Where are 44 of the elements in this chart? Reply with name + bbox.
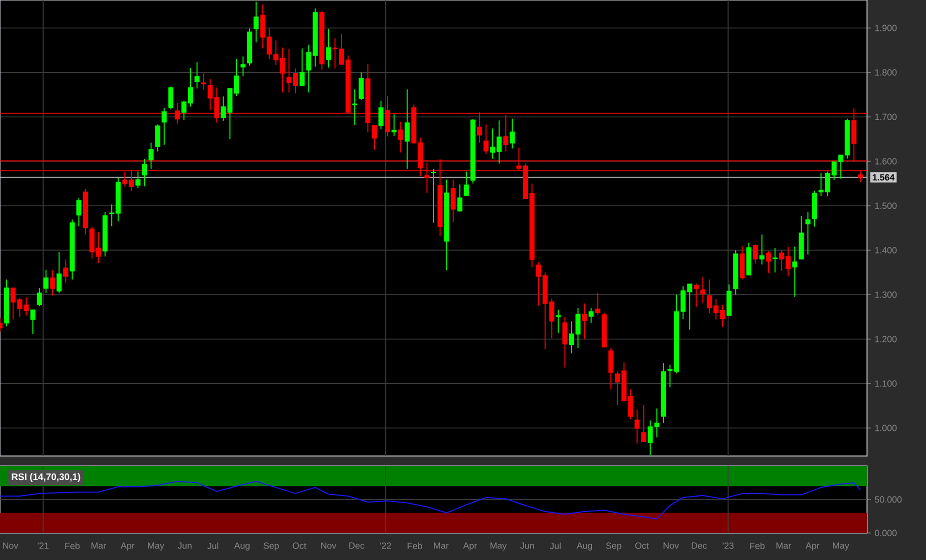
x-tick-label: Jul (550, 542, 561, 550)
x-tick-label: Nov (321, 542, 336, 549)
y-tick-label: 1.300 (875, 291, 897, 298)
x-tick-label: Aug (234, 542, 250, 551)
x-tick-label: Jun (178, 542, 192, 549)
x-tick-label: Aug (576, 542, 592, 551)
x-tick-label: Oct (635, 542, 649, 549)
y-tick-label: 1.400 (875, 247, 897, 254)
x-tick-label: Nov (3, 542, 18, 549)
x-tick-label: Apr (463, 542, 477, 551)
y-tick-label: 1.900 (875, 24, 897, 32)
y-tick-label: 50.000 (874, 496, 902, 503)
x-tick-label: Mar (776, 542, 792, 549)
x-tick-label: '21 (38, 542, 49, 549)
x-tick-label: Apr (806, 542, 820, 551)
ref-line-label: 1.564 (872, 174, 895, 180)
x-tick-label: '23 (722, 542, 734, 549)
y-tick-label: 1.600 (875, 158, 897, 164)
text: RSI (14,70,30,1) (12, 473, 80, 482)
x-tick-label: Feb (408, 542, 422, 550)
y-tick-label: 1.700 (875, 114, 897, 120)
y-tick-label: 1.000 (875, 424, 897, 432)
y-tick-label: 1.100 (875, 380, 897, 387)
x-tick-label: Dec (692, 542, 707, 549)
x-tick-label: Mar (92, 542, 106, 549)
x-tick-label: Nov (664, 542, 679, 549)
x-tick-label: Sep (606, 542, 622, 551)
x-tick-label: Dec (349, 542, 364, 549)
y-tick-label: 0.000 (874, 530, 897, 536)
x-tick-label: Sep (264, 542, 279, 551)
x-tick-label: '22 (380, 542, 392, 549)
x-tick-label: May (833, 542, 850, 551)
x-tick-label: Jul (207, 542, 218, 550)
y-tick-label: 1.200 (875, 336, 897, 342)
x-tick-label: Feb (65, 542, 80, 550)
x-tick-label: Jun (520, 542, 534, 549)
y-tick-label: 1.800 (875, 69, 897, 76)
x-tick-label: Mar (434, 542, 449, 549)
x-tick-label: Apr (120, 542, 134, 551)
x-tick-label: Oct (292, 542, 306, 549)
x-tick-label: Feb (750, 542, 765, 550)
x-tick-label: May (148, 542, 164, 551)
x-tick-label: May (490, 542, 507, 551)
y-tick-label: 1.500 (875, 202, 897, 209)
